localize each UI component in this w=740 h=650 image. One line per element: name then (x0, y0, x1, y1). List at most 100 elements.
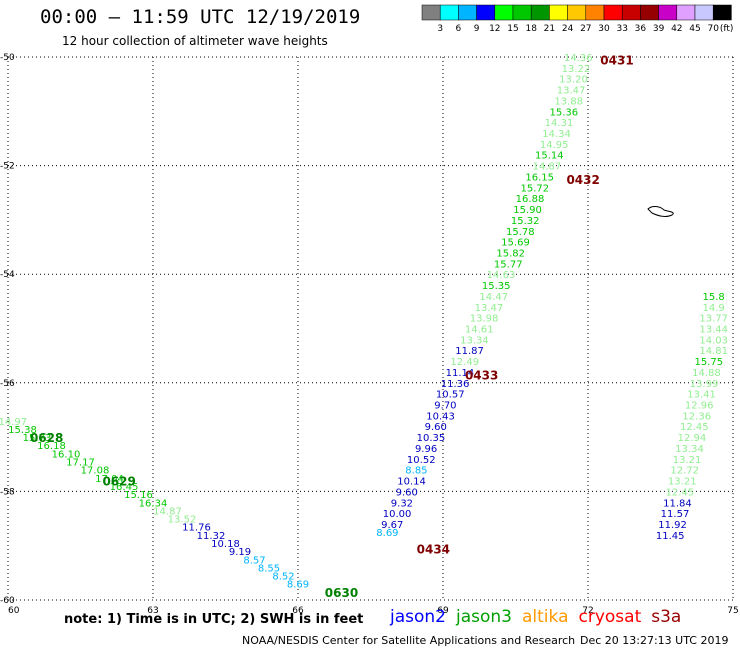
wave-height-label: 17.08 (81, 466, 110, 477)
wave-height-label: 9.32 (391, 498, 413, 509)
wave-height-label: 13.98 (470, 314, 499, 325)
island-outline (647, 206, 674, 217)
x-tick-label: 69 (437, 606, 449, 616)
wave-height-label: 15.90 (513, 205, 542, 216)
pass-label: 0628 (30, 431, 63, 445)
colorbar-tick: 12 (489, 24, 500, 34)
colorbar-tick: 36 (635, 24, 647, 34)
satellite-name: jason2 (390, 607, 446, 627)
colorbar-tick: 18 (525, 24, 537, 34)
y-tick-label: -50 (0, 53, 15, 63)
x-tick-label: 60 (8, 606, 20, 616)
wave-height-label: 15.77 (494, 259, 523, 270)
wave-height-label: 14.61 (465, 325, 494, 336)
wave-height-label: 12.94 (678, 433, 707, 444)
wave-height-label: 15.35 (482, 281, 511, 292)
wave-height-label: 14.03 (699, 335, 728, 346)
wave-height-label: 10.00 (383, 509, 412, 520)
wave-height-label: 13.47 (475, 303, 504, 314)
wave-height-label: 14.87 (153, 506, 182, 517)
wave-height-label: 16.88 (516, 194, 545, 205)
wave-height-label: 14.95 (540, 140, 569, 151)
wave-height-label: 10.57 (436, 390, 465, 401)
wave-height-label: 13.77 (699, 314, 728, 325)
wave-height-label: 10.52 (407, 455, 436, 466)
wave-height-label: 13.44 (699, 325, 728, 336)
wave-height-label: 15.36 (550, 107, 579, 118)
colorbar-tick: 24 (562, 24, 574, 34)
wave-height-label: 13.20 (559, 75, 588, 86)
pass-label: 0431 (600, 54, 633, 68)
wave-height-label: 14.81 (699, 346, 728, 357)
wave-height-label: 13.34 (460, 335, 489, 346)
colorbar-tick: 70 (707, 24, 719, 34)
colorbar-tick: 33 (616, 24, 627, 34)
wave-height-label: 11.14 (446, 368, 475, 379)
wave-height-label: 16.10 (52, 449, 81, 460)
colorbar-swatch (439, 4, 459, 21)
x-tick-label: 63 (147, 606, 158, 616)
colorbar-swatch (640, 4, 659, 21)
satellite-name: jason3 (456, 607, 512, 627)
wave-height-label: 14.36 (564, 53, 593, 64)
wave-height-label: 16.18 (37, 441, 66, 452)
colorbar-tick: 45 (689, 24, 700, 34)
wave-height-label: 12.45 (666, 487, 695, 498)
pass-label: 0434 (417, 542, 450, 556)
colorbar-swatch (421, 4, 441, 21)
colorbar-tick: 39 (653, 24, 665, 34)
x-tick-label: 75 (727, 606, 738, 616)
colorbar-swatch (512, 4, 532, 21)
wave-height-label: 11.57 (661, 509, 690, 520)
colorbar-tick: 42 (671, 24, 682, 34)
y-tick-label: -56 (0, 379, 15, 389)
wave-height-label: 13.34 (675, 444, 704, 455)
wave-height-label: 15.72 (521, 183, 550, 194)
y-tick-label: -60 (0, 596, 15, 606)
colorbar-tick: 3 (437, 24, 443, 34)
colorbar-tick: 27 (580, 24, 591, 34)
x-tick-label: 66 (292, 606, 304, 616)
wave-height-label: 15.82 (496, 248, 525, 259)
wave-height-label: 8.52 (272, 572, 294, 583)
satellite-legend: jason2 jason3 altika cryosat s3a (390, 607, 691, 627)
wave-height-label: 16.34 (139, 498, 168, 509)
colorbar-swatch (494, 4, 514, 21)
pass-label: 0629 (102, 475, 135, 489)
wave-height-label: 9.60 (396, 487, 418, 498)
y-tick-label: -58 (0, 487, 15, 497)
wave-height-label: 11.92 (658, 520, 687, 531)
wave-height-label: 10.14 (397, 477, 426, 488)
wave-height-label: 11.84 (663, 498, 692, 509)
wave-height-label: 13.52 (168, 515, 197, 526)
satellite-name: s3a (651, 607, 682, 627)
wave-height-label: 8.57 (243, 555, 265, 566)
wave-height-label: 15.38 (8, 425, 37, 436)
wave-height-label: 12.45 (680, 422, 709, 433)
colorbar-swatch (530, 4, 550, 21)
wave-height-label: 8.85 (405, 466, 427, 477)
colorbar-unit: (ft) (720, 24, 734, 34)
wave-height-label: 12.49 (450, 357, 479, 368)
map-title: 00:00 – 11:59 UTC 12/19/2019 (40, 6, 361, 28)
wave-height-label: 8.69 (376, 528, 398, 539)
colorbar-tick: 15 (507, 24, 518, 34)
wave-height-label: 14.47 (479, 292, 508, 303)
colorbar-swatch (694, 4, 714, 21)
wave-height-label: 9.70 (434, 401, 456, 412)
colorbar-swatch (585, 4, 605, 21)
satellite-name: cryosat (578, 607, 642, 627)
wave-height-label: 11.32 (197, 531, 226, 542)
wave-height-label: 9.19 (229, 547, 251, 558)
wave-height-label: 15.69 (501, 238, 530, 249)
wave-height-label: 13.99 (690, 379, 719, 390)
footer-note: note: 1) Time is in UTC; 2) SWH is in fe… (64, 612, 364, 627)
colorbar-tick: 21 (544, 24, 555, 34)
colorbar-tick: 30 (598, 24, 610, 34)
wave-height-label: 13.88 (554, 96, 583, 107)
wave-height-label: 11.87 (455, 346, 484, 357)
wave-height-label: 9.67 (381, 520, 403, 531)
wave-height-label: 14.31 (545, 118, 574, 129)
pass-label: 0433 (465, 369, 498, 383)
wave-height-label: 17.04 (95, 474, 124, 485)
